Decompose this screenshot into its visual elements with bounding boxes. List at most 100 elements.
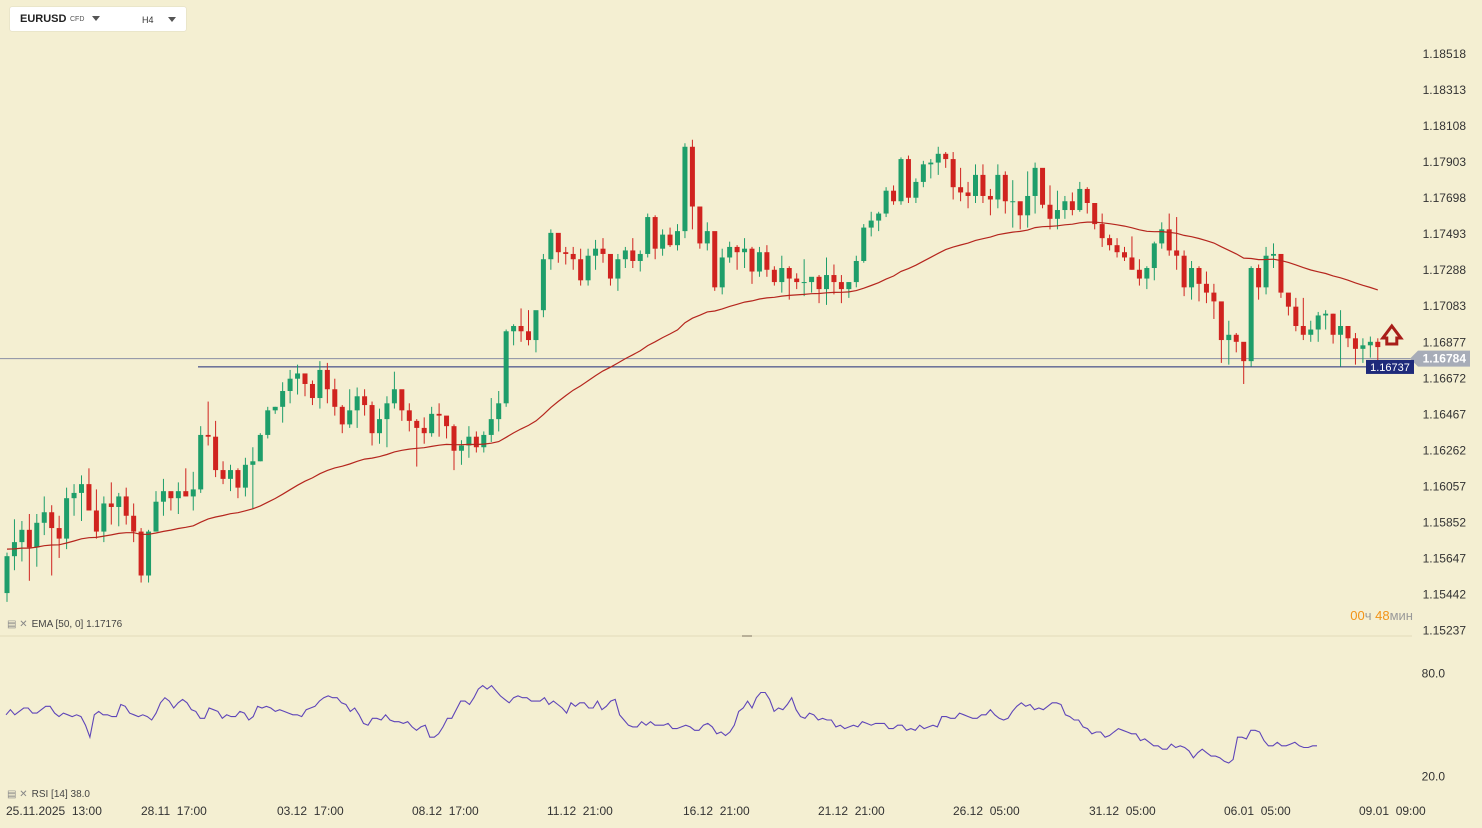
symbol-selector[interactable]: EURUSD CFD H4 <box>10 7 186 31</box>
candle-body <box>377 419 382 434</box>
candle-body <box>652 217 658 249</box>
candle-body <box>131 515 137 532</box>
price-tick-label: 1.16057 <box>1423 479 1467 493</box>
candle <box>1256 264 1262 300</box>
candle-body <box>764 252 770 270</box>
candle-body <box>309 383 315 399</box>
settings-icon[interactable]: ▤ ✕ <box>7 619 28 630</box>
candle <box>1002 171 1008 214</box>
candle <box>548 229 554 270</box>
candle <box>1211 283 1217 319</box>
candle-body <box>801 282 807 284</box>
candle <box>93 489 99 539</box>
candle <box>1271 243 1276 269</box>
candle-body <box>1308 329 1314 335</box>
candle <box>607 253 613 286</box>
candle <box>1323 310 1329 330</box>
candle-body <box>958 187 964 193</box>
candle-body <box>466 436 472 446</box>
candle-body <box>220 470 226 479</box>
symbol-dropdown-icon[interactable] <box>92 16 100 21</box>
candle <box>71 484 77 516</box>
candle <box>496 391 502 432</box>
candle-body <box>153 501 159 532</box>
candle <box>786 266 792 300</box>
candle <box>1248 266 1254 367</box>
candle-body <box>406 410 412 421</box>
candle-body <box>1189 268 1195 288</box>
candle <box>689 139 695 230</box>
candle-body <box>935 153 941 163</box>
price-tick-label: 1.15852 <box>1423 515 1467 529</box>
candle-body <box>853 260 859 283</box>
candle-body <box>414 420 420 428</box>
candle <box>570 246 576 270</box>
timeframe-dropdown-icon[interactable] <box>168 17 176 22</box>
candle-body <box>898 159 904 202</box>
candle <box>64 487 70 550</box>
candle-body <box>1323 313 1329 316</box>
candle <box>1114 238 1120 258</box>
settings-icon[interactable]: ▤ ✕ <box>7 789 28 800</box>
candle <box>295 364 301 395</box>
candle-body <box>1352 338 1358 349</box>
candle <box>1062 195 1068 219</box>
candle <box>399 389 405 421</box>
candle <box>354 387 360 428</box>
candle-body <box>943 153 949 160</box>
ema-legend[interactable]: ▤ ✕ EMA [50, 0] 1.17176 <box>7 619 122 630</box>
candle <box>965 181 971 209</box>
candle-body <box>816 276 822 290</box>
candle-body <box>116 496 122 507</box>
candle-body <box>1129 257 1135 270</box>
candle <box>868 211 874 237</box>
candle-body <box>399 389 405 411</box>
candle-body <box>824 275 829 290</box>
candle <box>339 405 345 434</box>
candle <box>727 241 733 263</box>
candle <box>891 185 897 205</box>
candle <box>1136 259 1142 286</box>
candle <box>41 496 47 536</box>
candle-body <box>1285 292 1291 307</box>
candle-body <box>831 275 837 283</box>
candle <box>444 415 450 439</box>
candle <box>160 478 166 516</box>
candle-body <box>1002 174 1008 202</box>
candle <box>950 152 956 200</box>
candle <box>1263 246 1269 295</box>
candle-body <box>1047 204 1053 219</box>
candle-body <box>593 248 599 256</box>
timer-hours: 00 <box>1350 608 1365 623</box>
candle-body <box>548 232 554 260</box>
candle-body <box>1218 301 1224 341</box>
current-price-tag <box>1410 350 1470 367</box>
candle <box>391 371 397 409</box>
candle <box>943 152 949 168</box>
timeframe-label[interactable]: H4 <box>142 15 154 25</box>
candle-body <box>846 282 852 290</box>
candle-body <box>19 529 25 543</box>
candle-body <box>1211 292 1217 302</box>
candle-body <box>503 331 509 404</box>
candle-body <box>518 325 524 332</box>
candle <box>1315 311 1321 342</box>
candle-body <box>712 231 718 288</box>
candle <box>324 362 330 404</box>
rsi-legend[interactable]: ▤ ✕ RSI [14] 38.0 <box>7 789 90 800</box>
candle-body <box>1174 250 1180 256</box>
candle <box>1047 185 1053 230</box>
candle-body <box>1278 253 1284 293</box>
candle <box>86 468 92 511</box>
candle <box>913 178 919 204</box>
candle <box>242 457 248 497</box>
candle <box>1099 213 1105 247</box>
candle-body <box>1300 325 1306 335</box>
candle-body <box>34 522 40 548</box>
candle <box>1159 222 1165 249</box>
candle <box>49 505 55 576</box>
candle <box>1203 271 1209 304</box>
candle-body <box>1367 341 1373 346</box>
